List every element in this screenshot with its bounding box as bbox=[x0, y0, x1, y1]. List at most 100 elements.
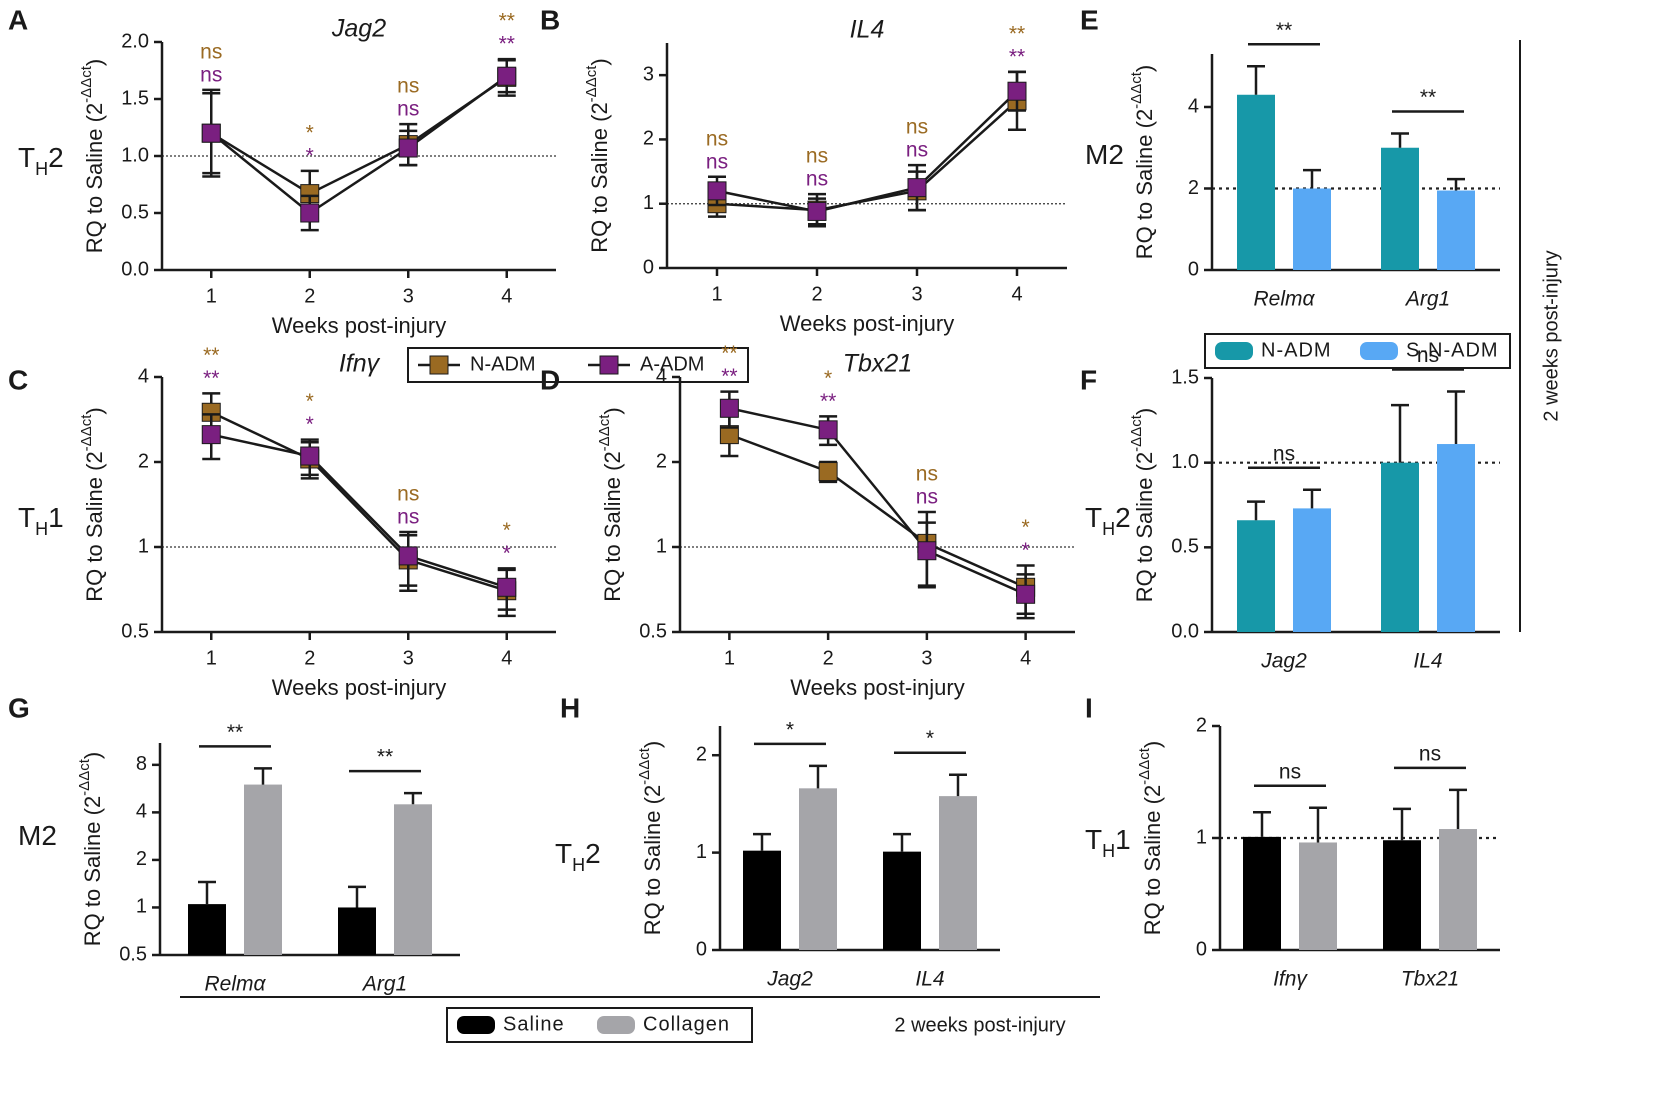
panel-letter: G bbox=[8, 692, 30, 723]
y-tick-label: 4 bbox=[656, 365, 667, 387]
x-tick-label: 4 bbox=[1020, 647, 1031, 669]
significance-label: * bbox=[503, 519, 511, 542]
x-tick-label: 1 bbox=[711, 283, 722, 305]
significance-label: ** bbox=[721, 365, 737, 388]
x-tick-label: 3 bbox=[911, 283, 922, 305]
bar bbox=[743, 850, 781, 950]
legend-box bbox=[1204, 333, 1511, 369]
y-tick-label: 4 bbox=[1188, 95, 1199, 117]
y-tick-label: 1 bbox=[656, 535, 667, 557]
point-marker bbox=[497, 577, 517, 597]
point-marker bbox=[719, 398, 739, 418]
significance-label: ns bbox=[906, 116, 928, 139]
y-tick-label: 1.5 bbox=[121, 87, 149, 109]
series-line bbox=[729, 407, 1027, 596]
y-tick-label: 1 bbox=[136, 896, 147, 918]
y-tick-label: 0.5 bbox=[121, 620, 149, 642]
row-label-part: 2 bbox=[1115, 502, 1131, 533]
y-axis-label: RQ to Saline (2-ΔΔct) bbox=[636, 741, 664, 935]
significance-label: ** bbox=[227, 721, 243, 744]
y-axis-label-part: ) bbox=[82, 407, 107, 414]
bar bbox=[1381, 462, 1419, 632]
y-axis-label-part: RQ to Saline (2 bbox=[600, 451, 625, 601]
panel-letter: I bbox=[1085, 692, 1093, 723]
series-line bbox=[716, 99, 1018, 212]
legend-label: N-ADM bbox=[1261, 339, 1332, 361]
y-axis-label-part: ) bbox=[82, 59, 107, 66]
bar bbox=[1437, 444, 1475, 632]
significance-label: * bbox=[1022, 516, 1030, 539]
series-line bbox=[728, 433, 1027, 589]
significance-label: ** bbox=[1420, 86, 1436, 109]
point-marker bbox=[497, 66, 517, 86]
row-label-part: H bbox=[35, 519, 48, 539]
significance-label: ** bbox=[203, 367, 219, 390]
bar bbox=[244, 784, 282, 955]
panel-letter: H bbox=[560, 692, 580, 723]
error-bar bbox=[809, 764, 827, 789]
x-tick-label: 2 bbox=[811, 283, 822, 305]
x-tick-label: 4 bbox=[501, 647, 512, 669]
x-tick-label: Relmα bbox=[205, 973, 267, 996]
y-axis-label-part: -ΔΔct bbox=[78, 414, 95, 452]
y-axis-label: RQ to Saline (2-ΔΔct) bbox=[583, 58, 611, 252]
row-label-part: M2 bbox=[1085, 139, 1124, 170]
error-bar bbox=[1253, 810, 1271, 837]
significance-label: ** bbox=[721, 342, 737, 365]
y-tick-label: 0 bbox=[1188, 258, 1199, 280]
bar bbox=[1237, 94, 1275, 270]
chart-title: Jag2 bbox=[331, 15, 386, 43]
legend-swatch bbox=[599, 355, 619, 375]
y-axis-label: RQ to Saline (2-ΔΔct) bbox=[596, 407, 624, 601]
x-axis-label: Weeks post-injury bbox=[272, 675, 446, 700]
row-label-part: T bbox=[18, 142, 35, 173]
significance-label: ns bbox=[397, 506, 419, 529]
y-axis-label-part: RQ to Saline (2 bbox=[80, 796, 105, 946]
row-label-part: T bbox=[18, 502, 35, 533]
y-tick-label: 0 bbox=[643, 256, 654, 278]
y-tick-label: 0 bbox=[1196, 938, 1207, 960]
y-tick-label: 1.5 bbox=[1171, 366, 1199, 388]
panel-letter: E bbox=[1080, 4, 1099, 35]
y-axis-label-part: ) bbox=[80, 752, 105, 759]
y-axis-label-part: RQ to Saline (2 bbox=[82, 451, 107, 601]
bottom-label: 2 weeks post-injury bbox=[894, 1014, 1065, 1036]
y-tick-label: 2 bbox=[138, 450, 149, 472]
row-label-part: H bbox=[572, 855, 585, 875]
significance-label: * bbox=[786, 718, 794, 741]
legend-swatch bbox=[457, 1016, 495, 1034]
chart-title: Tbx21 bbox=[843, 350, 912, 378]
row-label: M2 bbox=[18, 820, 57, 851]
point-marker bbox=[818, 420, 838, 440]
x-tick-label: 3 bbox=[921, 647, 932, 669]
legend-swatch bbox=[597, 1016, 635, 1034]
x-tick-label: 3 bbox=[403, 285, 414, 307]
y-tick-label: 1 bbox=[1196, 826, 1207, 848]
row-label: TH1 bbox=[1085, 824, 1131, 860]
legend-swatch bbox=[1360, 342, 1398, 360]
bar bbox=[1439, 829, 1477, 950]
bar bbox=[1437, 190, 1475, 270]
legend-label: N-ADM bbox=[470, 353, 536, 375]
row-label-part: T bbox=[555, 838, 572, 869]
y-tick-label: 3 bbox=[643, 63, 654, 85]
point-marker bbox=[398, 546, 418, 566]
y-axis-label-part: -ΔΔct bbox=[596, 414, 613, 452]
bar bbox=[1383, 840, 1421, 950]
bar bbox=[394, 804, 432, 955]
x-tick-label: 1 bbox=[206, 647, 217, 669]
legend-label: S-N-ADM bbox=[1406, 339, 1499, 361]
y-axis-label-part: ) bbox=[1132, 65, 1157, 72]
error-bar bbox=[254, 767, 272, 785]
point-marker bbox=[398, 138, 418, 158]
row-label: TH1 bbox=[18, 502, 64, 538]
y-tick-label: 2 bbox=[656, 450, 667, 472]
significance-label: * bbox=[824, 367, 832, 390]
error-bar bbox=[1449, 788, 1467, 830]
bar bbox=[1299, 842, 1337, 950]
y-axis-label-part: -ΔΔct bbox=[1128, 414, 1145, 452]
significance-label: ** bbox=[203, 344, 219, 367]
row-label-part: H bbox=[1102, 519, 1115, 539]
error-bar bbox=[1303, 168, 1321, 189]
legend-box bbox=[407, 347, 749, 383]
